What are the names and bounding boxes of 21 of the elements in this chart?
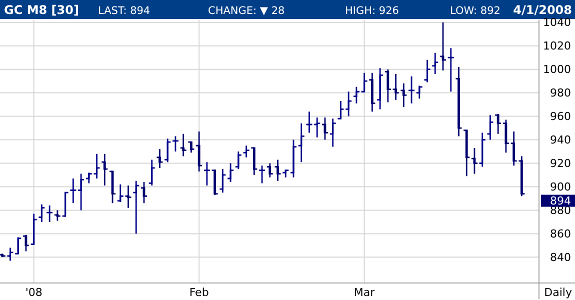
y-tick-label: 960 (550, 110, 571, 124)
y-tick-label: 940 (550, 134, 571, 147)
text: HIGH: 926 (345, 5, 400, 17)
price-tag: 894 (541, 194, 575, 208)
text: LAST: 894 (98, 5, 150, 17)
y-tick-label: 1000 (543, 63, 571, 76)
y-tick-label: 900 (550, 180, 571, 194)
y-tick-label: 1040 (543, 16, 571, 30)
text: LOW: 892 (450, 5, 500, 17)
x-tick-label: Mar (354, 286, 376, 299)
text: Daily (544, 286, 572, 299)
y-tick-label: 920 (550, 157, 571, 170)
y-tick-label: 860 (550, 228, 571, 241)
text: 4/1/2008 (513, 3, 572, 17)
y-tick-label: 980 (550, 86, 571, 100)
x-tick-label: '08 (25, 286, 42, 299)
chart-title: GC M8 [30] (4, 3, 79, 17)
y-tick-label: 1020 (543, 40, 571, 53)
x-tick-label: Feb (189, 286, 209, 299)
text: CHANGE: ▼ 28 (208, 5, 285, 17)
y-tick-label: 840 (550, 251, 571, 264)
